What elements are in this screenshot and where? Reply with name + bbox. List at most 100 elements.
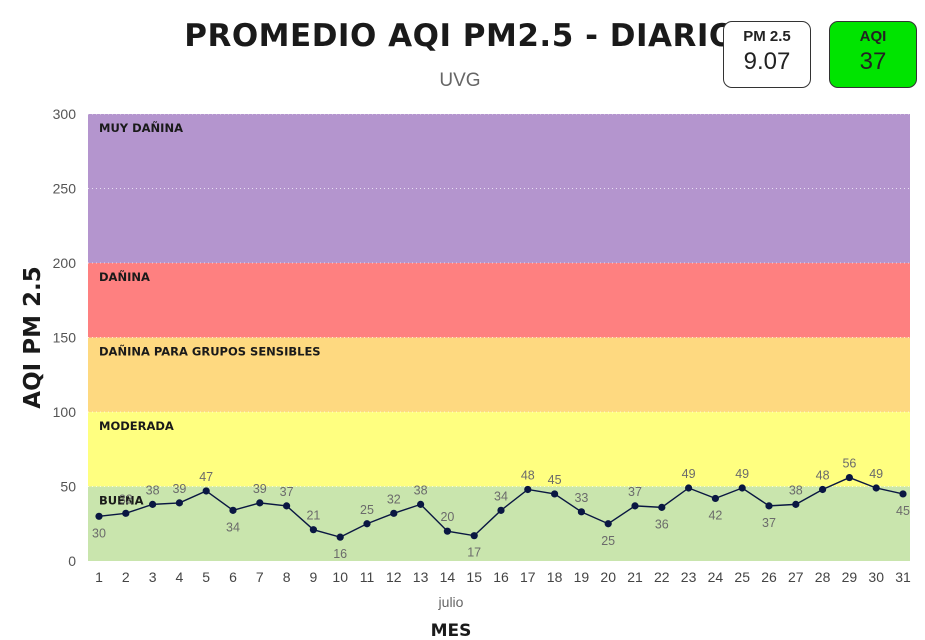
data-label-26: 38 (789, 483, 803, 497)
x-tick-label-8: 9 (310, 569, 318, 585)
data-label-22: 49 (682, 467, 696, 481)
x-tick-label-7: 8 (283, 569, 291, 585)
data-label-16: 48 (521, 468, 535, 482)
data-point-2 (149, 500, 157, 508)
data-label-17: 45 (548, 473, 562, 487)
band-2 (88, 337, 910, 412)
x-tick-label-4: 5 (202, 569, 210, 585)
data-point-12 (417, 500, 425, 508)
pm25-card: PM 2.5 9.07 (723, 21, 811, 88)
x-tick-label-3: 4 (176, 569, 184, 585)
data-label-7: 37 (280, 485, 294, 499)
data-label-29: 49 (869, 467, 883, 481)
data-label-27: 48 (816, 468, 830, 482)
band-0 (88, 486, 910, 561)
data-label-23: 42 (708, 508, 722, 522)
data-point-6 (256, 499, 264, 507)
data-point-25 (765, 502, 773, 510)
data-label-21: 36 (655, 517, 669, 531)
data-point-24 (738, 484, 746, 492)
x-tick-label-11: 12 (386, 569, 402, 585)
data-point-16 (524, 485, 532, 494)
x-tick-label-10: 11 (360, 569, 375, 585)
chart-title: PROMEDIO AQI PM2.5 - DIARIO (184, 18, 736, 54)
data-label-24: 49 (735, 467, 749, 481)
y-tick-label-2: 100 (53, 404, 77, 420)
x-group-label: julio (438, 594, 464, 610)
x-tick-label-29: 30 (868, 569, 884, 585)
data-point-23 (711, 494, 720, 503)
x-tick-label-19: 20 (600, 569, 616, 585)
aqi-card: AQI 37 (829, 21, 917, 88)
data-point-27 (819, 485, 827, 494)
data-point-20 (631, 502, 639, 510)
data-label-5: 34 (226, 520, 240, 534)
data-point-5 (229, 506, 237, 514)
y-tick-label-0: 0 (68, 553, 76, 569)
x-tick-label-21: 22 (654, 569, 670, 585)
data-label-8: 21 (306, 509, 320, 523)
x-tick-label-12: 13 (413, 569, 429, 585)
data-label-25: 37 (762, 516, 776, 530)
data-label-2: 38 (146, 483, 160, 497)
data-label-11: 32 (387, 492, 401, 506)
data-label-13: 20 (440, 510, 454, 524)
data-label-3: 39 (172, 482, 186, 496)
data-point-22 (685, 484, 693, 492)
chart-subtitle: UVG (439, 70, 481, 91)
data-point-8 (309, 526, 317, 534)
y-axis-title: AQI PM 2.5 (20, 266, 46, 408)
y-tick-label-4: 200 (53, 255, 77, 271)
data-point-19 (604, 520, 612, 528)
band-label-2: DAÑINA PARA GRUPOS SENSIBLES (99, 344, 321, 359)
data-point-10 (363, 520, 371, 528)
x-tick-label-18: 19 (574, 569, 590, 585)
x-tick-label-28: 29 (842, 569, 858, 585)
x-tick-label-16: 17 (520, 569, 536, 585)
data-label-20: 37 (628, 485, 642, 499)
x-tick-label-25: 26 (761, 569, 777, 585)
band-3 (88, 263, 910, 338)
x-tick-label-0: 1 (95, 569, 103, 585)
x-tick-label-17: 18 (547, 569, 563, 585)
pm25-card-value: 9.07 (743, 48, 791, 75)
data-point-26 (792, 500, 800, 508)
data-label-28: 56 (842, 457, 856, 471)
data-label-18: 33 (574, 491, 588, 505)
x-tick-label-27: 28 (815, 569, 831, 585)
data-point-0 (95, 512, 103, 520)
band-label-3: DAÑINA (99, 269, 150, 284)
band-label-1: MODERADA (99, 419, 174, 433)
data-point-3 (175, 499, 183, 507)
pm25-card-label: PM 2.5 (743, 28, 791, 45)
x-tick-label-14: 15 (466, 569, 482, 585)
data-label-12: 38 (414, 483, 428, 497)
data-point-14 (470, 532, 478, 540)
data-point-7 (283, 502, 291, 510)
data-point-28 (845, 473, 854, 482)
data-point-17 (551, 490, 559, 498)
y-tick-label-3: 150 (53, 330, 77, 346)
data-label-19: 25 (601, 534, 615, 548)
aqi-card-label: AQI (859, 28, 887, 45)
data-label-14: 17 (467, 546, 481, 560)
x-tick-label-2: 3 (149, 569, 157, 585)
x-tick-label-24: 25 (734, 569, 750, 585)
x-tick-label-23: 24 (708, 569, 724, 585)
data-point-13 (443, 527, 451, 535)
data-point-9 (336, 533, 344, 541)
data-point-4 (202, 487, 210, 495)
x-tick-label-22: 23 (681, 569, 697, 585)
band-label-4: MUY DAÑINA (99, 120, 183, 135)
x-axis-title: MES (431, 621, 472, 640)
x-tick-label-30: 31 (895, 569, 911, 585)
data-label-6: 39 (253, 482, 267, 496)
x-tick-label-1: 2 (122, 569, 130, 585)
data-label-1: 32 (119, 492, 133, 506)
y-tick-label-6: 300 (53, 106, 77, 122)
band-4 (88, 114, 910, 263)
band-label-0: BUENA (99, 494, 144, 508)
x-tick-label-5: 6 (229, 569, 237, 585)
aqi-card-value: 37 (859, 48, 887, 75)
